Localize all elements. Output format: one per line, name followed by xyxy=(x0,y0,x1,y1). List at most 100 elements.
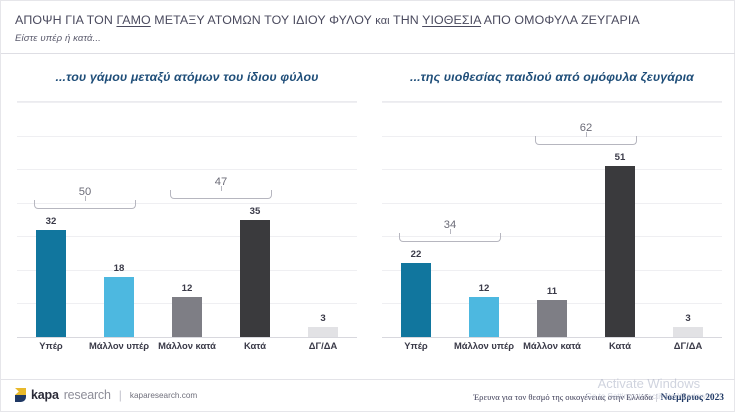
gridline xyxy=(17,169,357,171)
gridline xyxy=(382,236,722,238)
chart-panel-marriage: ...του γάμου μεταξύ ατόμων του ίδιου φύλ… xyxy=(11,58,363,358)
chart-panel-adoption: ...της υιοθεσίας παιδιού από ομόφυλα ζευ… xyxy=(376,58,728,358)
bar[interactable] xyxy=(469,296,499,337)
bar-slot-4: 3 xyxy=(289,102,357,337)
page-title-segment-5: ΥΙΟΘΕΣΙΑ xyxy=(422,13,481,27)
plot-area-adoption: 22 12 11 51 3 34 62 xyxy=(382,102,722,338)
bracket-stem xyxy=(221,185,222,191)
category-label-2: Μάλλον κατά xyxy=(523,340,581,351)
bar-slot-4: 3 xyxy=(654,102,722,337)
page-title: ΑΠΟΨΗ ΓΙΑ ΤΟΝ ΓΑΜΟ ΜΕΤΑΞΥ ΑΤΟΜΩΝ ΤΟΥ ΙΔΙ… xyxy=(15,13,722,28)
bar-value-label: 51 xyxy=(614,151,626,163)
page-title-segment-0: ΑΠΟΨΗ ΓΙΑ ΤΟΝ xyxy=(15,13,117,27)
gridline xyxy=(382,135,722,137)
bracket-stem xyxy=(450,229,451,235)
category-label-4: ΔΓ/ΔΑ xyxy=(673,340,703,351)
category-label-0: Υπέρ xyxy=(39,340,63,351)
sum-bracket-label: 34 xyxy=(443,219,457,232)
bar-value-label: 22 xyxy=(410,249,422,261)
gridline xyxy=(382,269,722,271)
bar-slot-2: 12 xyxy=(153,102,221,337)
kapa-logo-mark-icon xyxy=(15,388,26,402)
gridline xyxy=(17,269,357,271)
brand-website-url[interactable]: kaparesearch.com xyxy=(129,390,198,400)
gridline xyxy=(17,102,357,103)
bar-series-marriage: 32 18 12 35 3 xyxy=(17,102,357,337)
chart-title-divider-left xyxy=(17,101,357,102)
bar-series-adoption: 22 12 11 51 3 xyxy=(382,102,722,337)
bar-slot-3: 51 xyxy=(586,102,654,337)
kapa-research-logo: kapa research | kaparesearch.com xyxy=(15,388,197,402)
category-label-1: Μάλλον υπέρ xyxy=(88,340,150,351)
brand-separator: | xyxy=(118,388,122,402)
bar-slot-1: 12 xyxy=(450,102,518,337)
chart-title-divider-right xyxy=(382,101,722,102)
bar-slot-3: 35 xyxy=(221,102,289,337)
slide-footer: kapa research | kaparesearch.com Έρευνα γ… xyxy=(1,380,735,412)
chart-title-marriage: ...του γάμου μεταξύ ατόμων του ίδιου φύλ… xyxy=(55,70,319,84)
survey-separator: | xyxy=(655,392,658,402)
bar[interactable] xyxy=(537,300,567,337)
category-label-0: Υπέρ xyxy=(404,340,428,351)
bar[interactable] xyxy=(308,326,338,337)
gridline xyxy=(17,202,357,204)
bar-value-label: 11 xyxy=(546,286,558,298)
footer-survey-info: Έρευνα για τον θεσμό της οικογένειας στη… xyxy=(473,392,724,403)
bar[interactable] xyxy=(36,229,66,337)
sum-bracket xyxy=(535,131,637,145)
brand-name-research: research xyxy=(63,388,111,402)
header-divider xyxy=(1,53,735,54)
page-title-segment-4: ΤΗΝ xyxy=(389,13,423,27)
page-subtitle: Είστε υπέρ ή κατά... xyxy=(15,33,101,44)
category-label-3: Κατά xyxy=(243,340,266,351)
bar[interactable] xyxy=(605,165,635,337)
bar-slot-1: 18 xyxy=(85,102,153,337)
gridline xyxy=(382,202,722,204)
bar[interactable] xyxy=(240,219,270,337)
category-labels-right: Υπέρ Μάλλον υπέρ Μάλλον κατά Κατά ΔΓ/ΔΑ xyxy=(382,340,722,356)
charts-container: ...του γάμου μεταξύ ατόμων του ίδιου φύλ… xyxy=(1,58,735,358)
category-label-3: Κατά xyxy=(608,340,631,351)
bar-value-label: 12 xyxy=(181,282,193,294)
gridline xyxy=(382,102,722,103)
gridline xyxy=(382,169,722,171)
page-title-segment-1: ΓΑΜΟ xyxy=(116,13,151,27)
category-label-1: Μάλλον υπέρ xyxy=(453,340,515,351)
category-labels-left: Υπέρ Μάλλον υπέρ Μάλλον κατά Κατά ΔΓ/ΔΑ xyxy=(17,340,357,356)
survey-date: Νοέμβριος 2023 xyxy=(660,393,724,403)
sum-bracket xyxy=(170,185,272,199)
footer-divider xyxy=(1,379,735,380)
bar-slot-0: 32 xyxy=(17,102,85,337)
sum-bracket-label: 50 xyxy=(78,185,92,198)
bar[interactable] xyxy=(673,326,703,337)
sum-bracket-label: 62 xyxy=(579,121,593,134)
bar-value-label: 32 xyxy=(45,215,57,227)
sum-bracket-label: 47 xyxy=(214,175,228,188)
category-label-4: ΔΓ/ΔΑ xyxy=(308,340,338,351)
sum-bracket xyxy=(399,229,501,243)
bar-slot-0: 22 xyxy=(382,102,450,337)
bar[interactable] xyxy=(401,263,431,337)
bar-slot-2: 11 xyxy=(518,102,586,337)
bar-value-label: 3 xyxy=(320,312,326,324)
bracket-stem xyxy=(85,195,86,201)
axis-line-right xyxy=(382,337,722,338)
slide-header: ΑΠΟΨΗ ΓΙΑ ΤΟΝ ΓΑΜΟ ΜΕΤΑΞΥ ΑΤΟΜΩΝ ΤΟΥ ΙΔΙ… xyxy=(1,1,735,54)
bar[interactable] xyxy=(104,276,134,337)
bracket-stem xyxy=(586,131,587,137)
survey-description: Έρευνα για τον θεσμό της οικογένειας στη… xyxy=(473,392,653,402)
bar-value-label: 12 xyxy=(478,282,490,294)
gridline xyxy=(17,236,357,238)
sum-bracket xyxy=(34,195,136,209)
axis-line-left xyxy=(17,337,357,338)
category-label-2: Μάλλον κατά xyxy=(158,340,216,351)
bar-value-label: 35 xyxy=(249,205,261,217)
brand-name-kapa: kapa xyxy=(31,388,59,402)
bar[interactable] xyxy=(172,296,202,337)
bar-value-label: 18 xyxy=(113,262,125,274)
bar-value-label: 3 xyxy=(685,312,691,324)
gridline xyxy=(17,135,357,137)
page-title-segment-2: ΜΕΤΑΞΥ ΑΤΟΜΩΝ ΤΟΥ ΙΔΙΟΥ ΦΥΛΟΥ xyxy=(150,13,376,27)
page-title-segment-6: ΑΠΟ ΟΜΟΦΥΛΑ ΖΕΥΓΑΡΙΑ xyxy=(480,13,640,27)
